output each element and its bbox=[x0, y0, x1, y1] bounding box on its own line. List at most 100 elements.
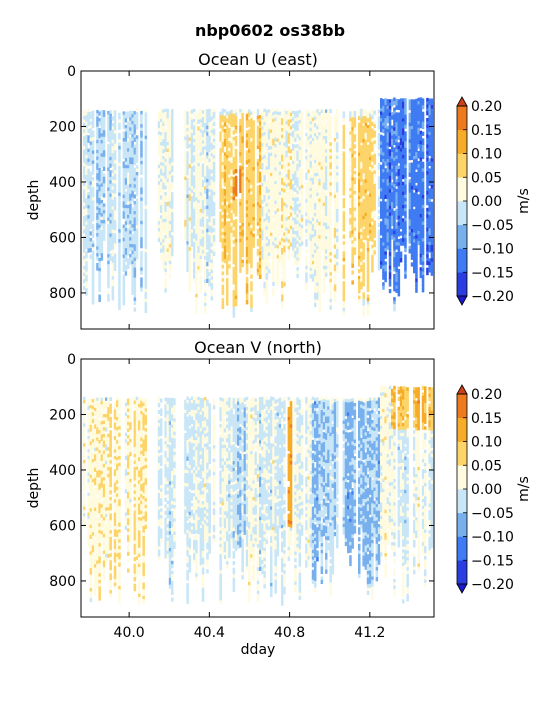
heatmap-cell bbox=[164, 288, 167, 293]
heatmap-cell bbox=[186, 131, 189, 136]
heatmap-cell bbox=[230, 212, 233, 217]
heatmap-cell bbox=[250, 124, 253, 129]
heatmap-cell bbox=[164, 245, 167, 250]
heatmap-cell bbox=[91, 140, 95, 145]
heatmap-cell bbox=[98, 158, 101, 163]
heatmap-cell bbox=[102, 163, 106, 168]
heatmap-cell bbox=[111, 279, 115, 284]
heatmap-cell bbox=[250, 297, 253, 303]
heatmap-cell bbox=[83, 126, 86, 131]
heatmap-cell bbox=[166, 128, 170, 133]
heatmap-cell bbox=[221, 145, 225, 150]
heatmap-cell bbox=[144, 208, 148, 214]
heatmap-cell bbox=[234, 272, 238, 277]
heatmap-cell bbox=[96, 249, 99, 254]
heatmap-cell bbox=[127, 174, 130, 180]
heatmap-cell bbox=[325, 186, 328, 191]
heatmap-cell bbox=[250, 261, 253, 266]
heatmap-cell bbox=[83, 199, 86, 204]
heatmap-cell bbox=[89, 114, 93, 119]
heatmap-cell bbox=[98, 111, 101, 116]
heatmap-cell bbox=[87, 191, 90, 197]
heatmap-cell bbox=[204, 119, 207, 124]
heatmap-cell bbox=[171, 152, 174, 157]
heatmap-cell bbox=[160, 172, 163, 177]
heatmap-cell bbox=[124, 218, 128, 223]
heatmap-cell bbox=[109, 200, 112, 205]
heatmap-cell bbox=[166, 221, 170, 227]
heatmap-cell bbox=[252, 243, 255, 248]
heatmap-cell bbox=[188, 274, 192, 279]
heatmap-cell bbox=[259, 141, 262, 146]
heatmap-cell bbox=[100, 189, 104, 195]
heatmap-cell bbox=[265, 256, 269, 261]
heatmap-cell bbox=[98, 174, 101, 179]
heatmap-cell bbox=[144, 255, 148, 260]
heatmap-cell bbox=[204, 206, 207, 211]
heatmap-cell bbox=[208, 138, 211, 143]
heatmap-cell bbox=[144, 139, 148, 144]
heatmap-cell bbox=[102, 216, 106, 221]
heatmap-cell bbox=[131, 210, 134, 215]
heatmap-cell bbox=[188, 194, 192, 199]
heatmap-cell bbox=[221, 135, 225, 140]
heatmap-cell bbox=[193, 188, 196, 193]
heatmap-cell bbox=[219, 128, 222, 133]
heatmap-cell bbox=[197, 116, 200, 121]
heatmap-cell bbox=[166, 142, 170, 147]
heatmap-cell bbox=[212, 238, 216, 243]
heatmap-cell bbox=[135, 255, 139, 260]
heatmap-cell bbox=[168, 147, 172, 152]
heatmap-cell bbox=[193, 108, 196, 113]
heatmap-cell bbox=[212, 161, 216, 167]
heatmap-cell bbox=[248, 229, 251, 234]
heatmap-cell bbox=[96, 193, 99, 198]
heatmap-cell bbox=[164, 208, 167, 213]
heatmap-cell bbox=[265, 209, 269, 214]
heatmap-cell bbox=[122, 231, 126, 236]
heatmap-cell bbox=[241, 259, 244, 264]
heatmap-cell bbox=[219, 198, 222, 203]
heatmap-cell bbox=[201, 190, 205, 195]
heatmap-cell bbox=[171, 198, 174, 203]
heatmap-cell bbox=[157, 151, 161, 156]
heatmap-cell bbox=[85, 161, 88, 166]
heatmap-cell bbox=[263, 258, 266, 263]
heatmap-cell bbox=[118, 265, 121, 271]
heatmap-cell bbox=[109, 213, 112, 218]
heatmap-cell bbox=[230, 122, 233, 128]
heatmap-cell bbox=[241, 133, 244, 138]
heatmap-cell bbox=[219, 141, 222, 146]
heatmap-cell bbox=[199, 129, 203, 134]
heatmap-cell bbox=[98, 121, 101, 126]
heatmap-cell bbox=[245, 300, 249, 305]
heatmap-cell bbox=[307, 143, 310, 148]
heatmap-cell bbox=[140, 204, 143, 209]
heatmap-cell bbox=[259, 111, 262, 116]
heatmap-cell bbox=[131, 274, 134, 279]
heatmap-cell bbox=[199, 229, 203, 234]
heatmap-cell bbox=[131, 194, 134, 199]
heatmap-cell bbox=[102, 113, 106, 118]
heatmap-cell bbox=[140, 164, 143, 169]
heatmap-cell bbox=[124, 214, 128, 219]
heatmap-cell bbox=[118, 245, 121, 251]
heatmap-cell bbox=[157, 161, 161, 166]
heatmap-cell bbox=[265, 129, 269, 135]
heatmap-cell bbox=[113, 113, 117, 118]
heatmap-cell bbox=[204, 212, 207, 218]
heatmap-cell bbox=[267, 209, 271, 214]
heatmap-cell bbox=[157, 164, 161, 169]
heatmap-cell bbox=[111, 163, 115, 168]
heatmap-cell bbox=[144, 149, 148, 154]
heatmap-cell bbox=[270, 212, 273, 217]
heatmap-cell bbox=[87, 205, 90, 210]
heatmap-cell bbox=[232, 300, 236, 305]
heatmap-cell bbox=[129, 114, 132, 119]
heatmap-cell bbox=[360, 138, 363, 143]
heatmap-cell bbox=[256, 159, 260, 164]
heatmap-cell bbox=[230, 142, 233, 148]
heatmap-cell bbox=[212, 171, 216, 177]
heatmap-cell bbox=[226, 238, 229, 243]
heatmap-cell bbox=[160, 242, 163, 247]
